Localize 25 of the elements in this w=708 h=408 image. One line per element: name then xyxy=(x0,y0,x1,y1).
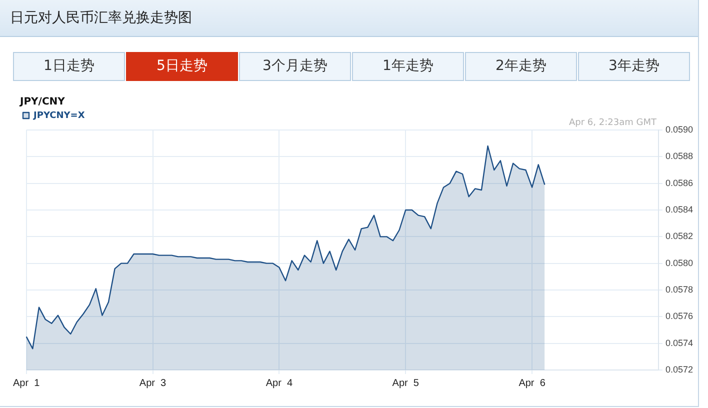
text: 3个月走势 xyxy=(239,52,351,81)
x-tick-label: Apr 1 xyxy=(12,378,40,389)
chart-title: 日元对人民币汇率兑换走势图 xyxy=(0,0,698,37)
x-tick-label: Apr 5 xyxy=(392,378,420,389)
y-tick-label: 0.0586 xyxy=(665,178,694,188)
text: 2年走势 xyxy=(465,52,577,81)
x-tick-label: Apr 3 xyxy=(139,378,167,389)
chart-subtitle: JPY/CNY xyxy=(19,96,66,108)
text: 1年走势 xyxy=(352,52,464,81)
y-tick-label: 0.0578 xyxy=(665,284,694,294)
text: Apr 6, 2:23am GMT xyxy=(569,118,657,128)
y-tick-label: 0.0590 xyxy=(665,124,694,134)
y-tick-label: 0.0576 xyxy=(665,311,694,322)
legend-label: JPYCNY=X xyxy=(32,110,85,121)
text: 1日走势 xyxy=(13,52,125,81)
y-tick-label: 0.0580 xyxy=(665,258,694,268)
y-tick-label: 0.0572 xyxy=(665,364,694,374)
y-tick-label: 0.0588 xyxy=(665,151,694,162)
y-tick-label: 0.0584 xyxy=(665,204,694,214)
y-tick-label: 0.0582 xyxy=(665,231,694,242)
x-tick-label: Apr 4 xyxy=(266,378,293,389)
y-tick-label: 0.0574 xyxy=(665,338,694,348)
text: 5日走势 xyxy=(126,52,238,81)
x-tick-label: Apr 6 xyxy=(518,378,546,389)
text: 3年走势 xyxy=(578,52,690,81)
